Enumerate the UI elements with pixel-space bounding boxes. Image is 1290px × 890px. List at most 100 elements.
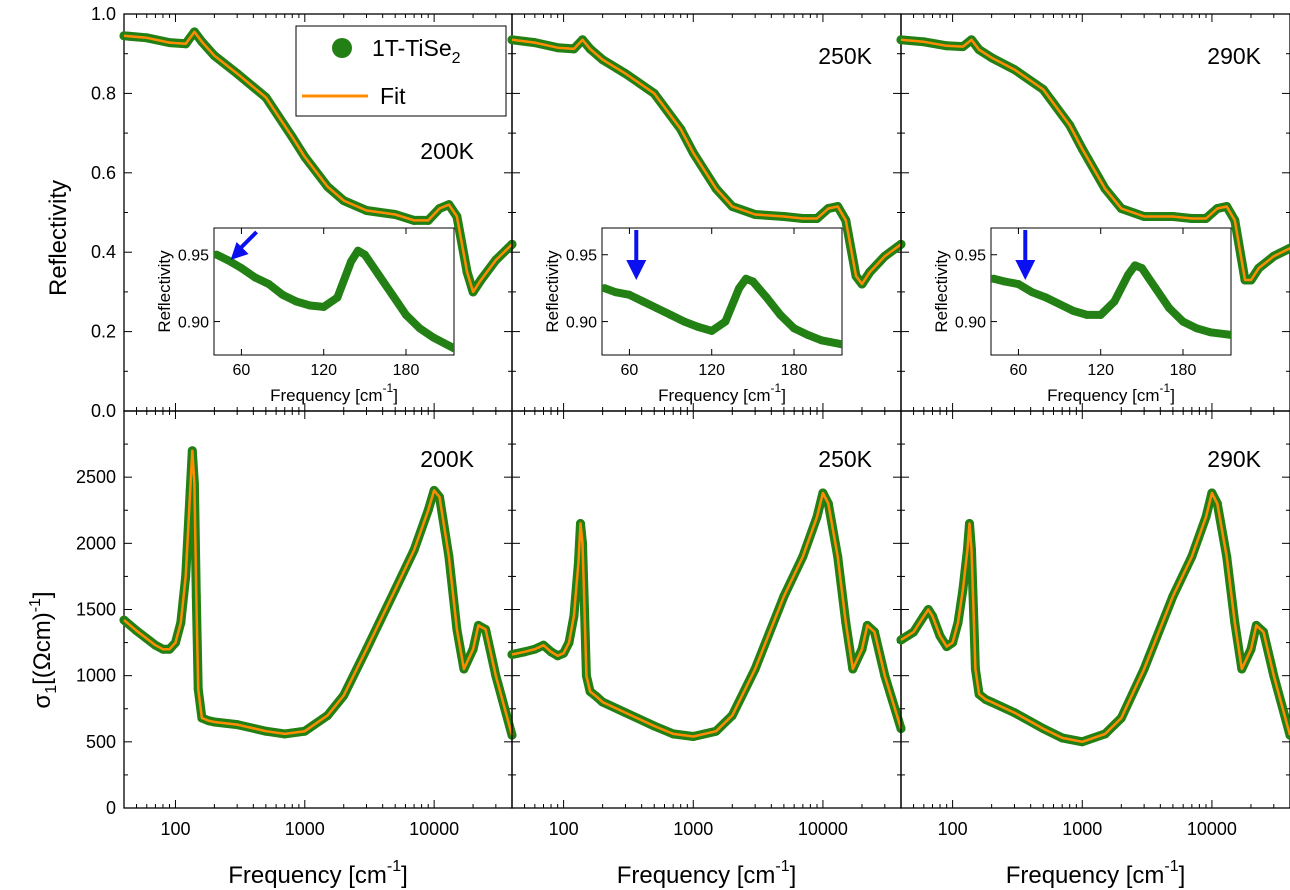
reflectivity-250K-inset-data-point-16 [803,330,812,339]
reflectivity-200K-inset-data-point-16 [415,324,424,333]
reflectivity-290K-inset-xtick-label-60: 60 [1010,362,1028,379]
reflectivity-290K-inset: 60 120 180 0.90 0.95 Frequency [cm-1] Reflecti… [932,227,1232,405]
reflectivity-250K-temperature-label: 250K [818,43,872,69]
bottom-y-axis-title: σ1[(Ωcm)-1] [27,591,60,708]
reflectivity-290K-inset-arrow-head [1015,260,1036,280]
conductivity-200K-temperature-label: 200K [420,446,474,472]
reflectivity-200K-inset-data-point-6 [292,297,301,306]
reflectivity-200K-inset-data-point-3 [251,273,260,282]
inset-x-title-text: Frequency [cm [1047,386,1159,405]
reflectivity-290K-inset-data-point-16 [1192,324,1201,333]
conductivity-unit-close: ] [29,591,56,598]
reflectivity-290K-inset-data-point-6 [1069,306,1078,315]
reflectivity-250K-inset-data-point-15 [790,324,798,333]
reflectivity-200K-inset-y-title: Reflectivity [155,250,174,333]
conductivity-200K-ytick-label-1000: 1000 [76,666,116,686]
reflectivity-200K-inset-xtick-label-120: 120 [310,362,337,379]
reflectivity-200K-fit-line [123,30,513,294]
reflectivity-290K-fit-line [900,38,1290,282]
reflectivity-290K-inset-xtick-label-120: 120 [1087,362,1114,379]
conductivity-290K-xtick-label-100: 100 [938,819,968,839]
reflectivity-290K-inset-data [991,261,1231,339]
reflectivity-290K-inset-data-point-1 [1000,277,1009,286]
reflectivity-200K-inset: 60 120 180 0.90 0.95 Frequency [cm-1] Reflecti… [155,227,455,405]
x-axis-title-exponent: -1 [1164,858,1178,875]
top-y-axis-title: Reflectivity [45,180,72,296]
x-axis-title-text: Frequency [cm [617,862,776,889]
reflectivity-200K-inset-data-point-15 [402,310,410,319]
reflectivity-290K-inset-xtick-label-180: 180 [1170,362,1197,379]
sigma-symbol: σ [29,694,56,709]
reflectivity-200K-inset-data-point-4 [264,280,273,289]
inset-x-title-close: ] [393,386,398,405]
sigma-subscript: 1 [43,685,60,694]
conductivity-290K-x-axis-title: Frequency [cm-1] [1006,858,1186,889]
reflectivity-200K-temperature-label: 200K [420,138,474,164]
reflectivity-250K-inset-data-point-4 [652,304,661,313]
reflectivity-200K-inset-data [214,246,454,353]
reflectivity-250K-inset-ytick-label-0.95: 0.95 [566,248,597,265]
reflectivity-250K-fit-line [511,38,902,286]
legend-data-subscript: 2 [452,50,461,67]
reflectivity-250K-inset-data-point-12 [748,277,757,286]
reflectivity-200K-inset-data-point-8 [319,302,328,311]
reflectivity-250K-inset-data-point-17 [817,336,826,345]
reflectivity-290K-inset-data-point-8 [1096,310,1105,319]
panel-reflectivity-200K: 0.0 0.2 0.4 0.6 0.8 1.0 200K 60 120 180 0.90 0.95 Fr… [91,4,517,421]
reflectivity-250K-inset: 60 120 180 0.90 0.95 Frequency [cm-1] Reflecti… [543,227,843,405]
conductivity-200K-ytick-label-0: 0 [106,798,116,818]
reflectivity-290K-inset-data-point-4 [1041,293,1050,302]
legend-data-marker [332,38,352,58]
reflectivity-290K-inset-data-point-14 [1165,304,1174,313]
reflectivity-200K-inset-data-point-18 [450,344,454,353]
reflectivity-250K-inset-arrow-head [626,260,647,280]
panel-reflectivity-250K: 250K 60 120 180 0.90 0.95 Frequency [cm-1] Refl… [507,13,906,412]
x-axis-title-close: ] [401,862,408,889]
reflectivity-290K-inset-ytick-label-0.95: 0.95 [955,248,986,265]
conductivity-unit: [(Ωcm) [29,612,56,685]
reflectivity-250K-inset-data-point-18 [838,340,842,349]
conductivity-200K-xtick-label-10000: 10000 [409,819,459,839]
inset-x-title-exponent: -1 [383,381,394,395]
conductivity-200K-fit-line [123,449,514,736]
conductivity-290K-xtick-label-10000: 10000 [1187,819,1237,839]
reflectivity-200K-inset-xtick-label-60: 60 [233,362,251,379]
reflectivity-290K-inset-data-point-9 [1110,297,1119,306]
reflectivity-250K-inset-x-title: Frequency [cm-1] [658,381,786,405]
inset-x-title-exponent: -1 [1160,381,1171,395]
reflectivity-200K-inset-x-title: Frequency [cm-1] [270,381,398,405]
reflectivity-200K-inset-xtick-label-180: 180 [393,362,420,379]
reflectivity-200K-inset-ytick-label-0.9: 0.90 [178,315,209,332]
reflectivity-200K-inset-arrow-head [230,242,249,260]
reflectivity-290K-inset-data-point-11 [1131,261,1139,270]
x-axis-title-text: Frequency [cm [1006,862,1165,889]
reflectivity-250K-inset-data-point-9 [721,317,730,326]
inset-x-title-close: ] [1170,386,1175,405]
legend: 1T-TiSe2 Fit [295,25,507,117]
reflectivity-200K-ytick-label-0.4: 0.4 [91,242,116,262]
inset-x-title-text: Frequency [cm [270,386,382,405]
reflectivity-250K-inset-xtick-label-180: 180 [781,362,808,379]
reflectivity-290K-inset-data-point-2 [1014,280,1023,289]
reflectivity-250K-inset-data-point-3 [639,297,648,306]
reflectivity-250K-inset-data-point-11 [742,274,750,283]
reflectivity-200K-inset-data-point-5 [278,290,287,299]
x-axis-title-text: Frequency [cm [228,862,387,889]
reflectivity-250K-inset-data-point-0 [602,284,609,293]
conductivity-200K-x-axis-title: Frequency [cm-1] [228,858,408,889]
reflectivity-290K-inset-ytick-label-0.9: 0.90 [955,315,986,332]
reflectivity-200K-inset-data-point-14 [388,290,397,299]
conductivity-200K-ytick-label-500: 500 [86,732,116,752]
reflectivity-250K-inset-xtick-label-60: 60 [621,362,639,379]
reflectivity-290K-inset-y-title: Reflectivity [932,250,951,333]
conductivity-200K-ytick-label-2500: 2500 [76,467,116,487]
reflectivity-250K-inset-data-point-14 [776,310,785,319]
reflectivity-250K-inset-data-point-13 [762,293,771,302]
conductivity-290K-xtick-label-1000: 1000 [1062,819,1102,839]
reflectivity-290K-inset-data-point-13 [1151,284,1160,293]
reflectivity-200K-inset-arrow-shaft [239,230,258,250]
